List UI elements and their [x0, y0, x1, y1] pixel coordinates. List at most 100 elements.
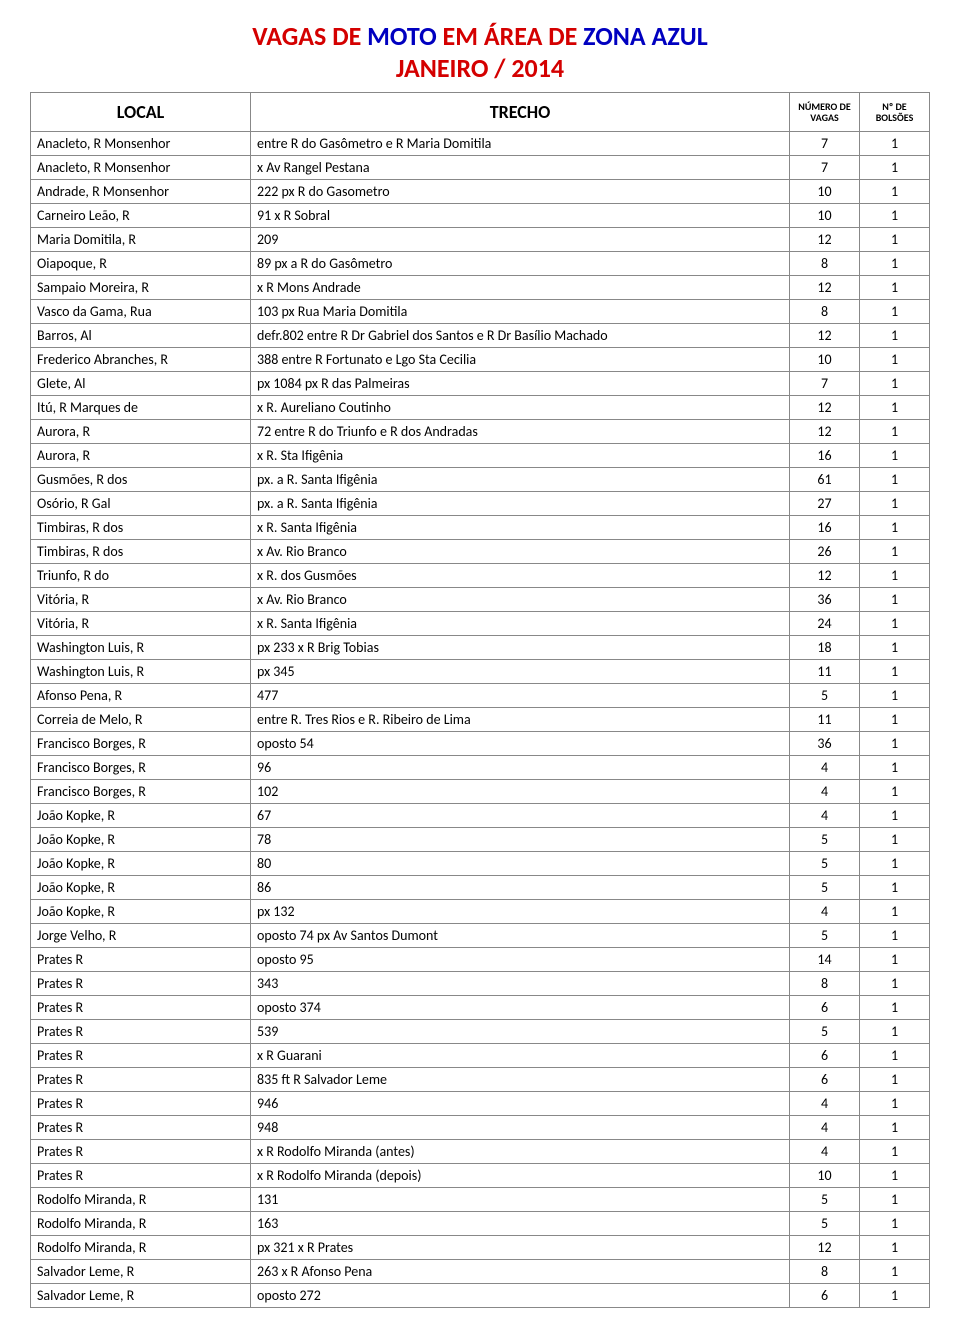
cell-local: Aurora, R	[31, 420, 251, 444]
cell-trecho: px 233 x R Brig Tobias	[251, 636, 790, 660]
cell-trecho: px 321 x R Prates	[251, 1236, 790, 1260]
cell-bolsoes: 1	[860, 1116, 930, 1140]
cell-bolsoes: 1	[860, 1164, 930, 1188]
cell-local: Francisco Borges, R	[31, 732, 251, 756]
cell-trecho: oposto 74 px Av Santos Dumont	[251, 924, 790, 948]
table-row: Osório, R Galpx. a R. Santa Ifigênia271	[31, 492, 930, 516]
table-row: Prates R53951	[31, 1020, 930, 1044]
cell-local: Anacleto, R Monsenhor	[31, 132, 251, 156]
cell-trecho: oposto 272	[251, 1284, 790, 1308]
cell-vagas: 12	[790, 396, 860, 420]
table-row: Frederico Abranches, R388 entre R Fortun…	[31, 348, 930, 372]
cell-local: Prates R	[31, 1092, 251, 1116]
cell-vagas: 36	[790, 732, 860, 756]
table-row: Prates Rx R Rodolfo Miranda (antes)41	[31, 1140, 930, 1164]
cell-local: Prates R	[31, 1020, 251, 1044]
table-row: João Kopke, R8051	[31, 852, 930, 876]
cell-vagas: 10	[790, 180, 860, 204]
table-body: Anacleto, R Monsenhorentre R do Gasômetr…	[31, 132, 930, 1308]
cell-trecho: 388 entre R Fortunato e Lgo Sta Cecilia	[251, 348, 790, 372]
cell-local: Carneiro Leão, R	[31, 204, 251, 228]
cell-trecho: 539	[251, 1020, 790, 1044]
cell-trecho: oposto 374	[251, 996, 790, 1020]
cell-local: Washington Luis, R	[31, 636, 251, 660]
cell-local: Prates R	[31, 1140, 251, 1164]
cell-local: Timbiras, R dos	[31, 516, 251, 540]
cell-vagas: 8	[790, 972, 860, 996]
cell-bolsoes: 1	[860, 1140, 930, 1164]
cell-local: Prates R	[31, 1116, 251, 1140]
cell-bolsoes: 1	[860, 1284, 930, 1308]
cell-vagas: 5	[790, 876, 860, 900]
cell-vagas: 4	[790, 900, 860, 924]
table-row: João Kopke, Rpx 13241	[31, 900, 930, 924]
cell-trecho: x R Guarani	[251, 1044, 790, 1068]
cell-bolsoes: 1	[860, 1068, 930, 1092]
cell-vagas: 24	[790, 612, 860, 636]
cell-local: Prates R	[31, 1164, 251, 1188]
table-row: Vitória, Rx R. Santa Ifigênia241	[31, 612, 930, 636]
cell-trecho: 477	[251, 684, 790, 708]
cell-trecho: 86	[251, 876, 790, 900]
cell-vagas: 12	[790, 1236, 860, 1260]
cell-local: Salvador Leme, R	[31, 1284, 251, 1308]
table-row: Prates Roposto 37461	[31, 996, 930, 1020]
cell-bolsoes: 1	[860, 132, 930, 156]
cell-trecho: 948	[251, 1116, 790, 1140]
cell-vagas: 7	[790, 372, 860, 396]
cell-local: Prates R	[31, 1044, 251, 1068]
cell-local: Prates R	[31, 1068, 251, 1092]
cell-local: Salvador Leme, R	[31, 1260, 251, 1284]
cell-trecho: 163	[251, 1212, 790, 1236]
cell-trecho: 103 px Rua Maria Domitila	[251, 300, 790, 324]
table-row: Prates R34381	[31, 972, 930, 996]
cell-vagas: 16	[790, 444, 860, 468]
cell-vagas: 5	[790, 828, 860, 852]
cell-bolsoes: 1	[860, 252, 930, 276]
cell-bolsoes: 1	[860, 204, 930, 228]
cell-vagas: 6	[790, 1044, 860, 1068]
table-row: Aurora, Rx R. Sta Ifigênia161	[31, 444, 930, 468]
table-row: Glete, Alpx 1084 px R das Palmeiras71	[31, 372, 930, 396]
cell-trecho: oposto 95	[251, 948, 790, 972]
cell-local: Francisco Borges, R	[31, 780, 251, 804]
cell-local: Rodolfo Miranda, R	[31, 1188, 251, 1212]
cell-vagas: 12	[790, 564, 860, 588]
cell-vagas: 10	[790, 348, 860, 372]
cell-trecho: x Av Rangel Pestana	[251, 156, 790, 180]
cell-bolsoes: 1	[860, 588, 930, 612]
cell-vagas: 12	[790, 420, 860, 444]
cell-vagas: 5	[790, 1188, 860, 1212]
table-row: Rodolfo Miranda, R13151	[31, 1188, 930, 1212]
cell-bolsoes: 1	[860, 996, 930, 1020]
cell-local: Oiapoque, R	[31, 252, 251, 276]
cell-local: Afonso Pena, R	[31, 684, 251, 708]
cell-vagas: 12	[790, 324, 860, 348]
table-row: Anacleto, R Monsenhorentre R do Gasômetr…	[31, 132, 930, 156]
cell-bolsoes: 1	[860, 780, 930, 804]
cell-trecho: 78	[251, 828, 790, 852]
cell-trecho: 209	[251, 228, 790, 252]
cell-local: Gusmões, R dos	[31, 468, 251, 492]
cell-trecho: 343	[251, 972, 790, 996]
cell-vagas: 5	[790, 1020, 860, 1044]
page-title: VAGAS DE MOTO EM ÁREA DE ZONA AZUL	[30, 20, 930, 52]
cell-trecho: 946	[251, 1092, 790, 1116]
cell-trecho: x R. Aureliano Coutinho	[251, 396, 790, 420]
table-row: Francisco Borges, Roposto 54361	[31, 732, 930, 756]
cell-vagas: 11	[790, 660, 860, 684]
cell-trecho: px. a R. Santa Ifigênia	[251, 492, 790, 516]
cell-vagas: 10	[790, 1164, 860, 1188]
table-row: Itú, R Marques dex R. Aureliano Coutinho…	[31, 396, 930, 420]
cell-trecho: 80	[251, 852, 790, 876]
cell-bolsoes: 1	[860, 1092, 930, 1116]
cell-vagas: 8	[790, 300, 860, 324]
cell-bolsoes: 1	[860, 1236, 930, 1260]
cell-local: Maria Domitila, R	[31, 228, 251, 252]
cell-bolsoes: 1	[860, 852, 930, 876]
cell-vagas: 6	[790, 996, 860, 1020]
table-row: Andrade, R Monsenhor222 px R do Gasometr…	[31, 180, 930, 204]
cell-local: Rodolfo Miranda, R	[31, 1236, 251, 1260]
cell-local: Francisco Borges, R	[31, 756, 251, 780]
cell-bolsoes: 1	[860, 348, 930, 372]
